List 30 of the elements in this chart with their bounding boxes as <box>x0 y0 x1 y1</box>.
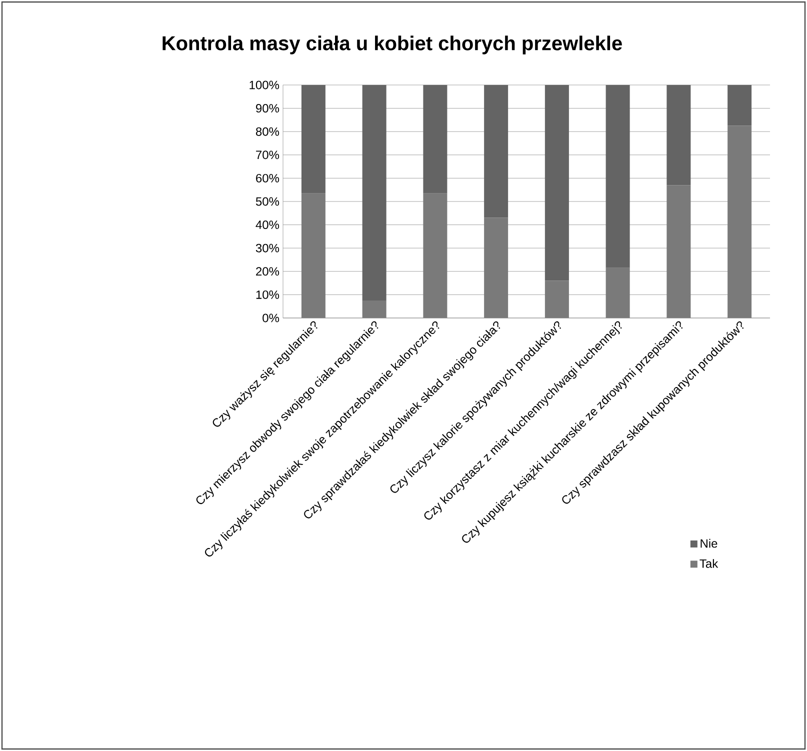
bar <box>423 193 448 318</box>
bar <box>606 268 630 318</box>
legend-label: Nie <box>700 538 718 548</box>
bar <box>301 84 326 194</box>
y-tick-label: 80% <box>256 127 280 136</box>
y-tick-label: 10% <box>256 290 280 299</box>
bar <box>362 300 386 318</box>
bar <box>728 126 752 318</box>
y-tick-label: 90% <box>256 104 280 113</box>
bar <box>544 280 569 318</box>
bar <box>423 84 448 194</box>
bar <box>484 84 508 218</box>
y-tick-label: 30% <box>256 244 280 252</box>
y-tick-label: 70% <box>256 150 280 160</box>
bar <box>666 84 691 186</box>
y-tick-label: 20% <box>256 267 280 276</box>
y-tick-label: 60% <box>256 174 280 182</box>
bar <box>728 84 752 126</box>
y-tick-label: 40% <box>256 220 280 230</box>
chart-title: Kontrola masy ciała u kobiet chorych przewlekle <box>162 36 622 54</box>
bar <box>301 193 326 318</box>
y-tick-label: 50% <box>256 197 280 206</box>
y-tick-label: 100% <box>250 80 280 90</box>
legend-label: Tak <box>700 559 718 568</box>
bar <box>484 218 508 318</box>
bar <box>544 84 569 281</box>
bar <box>362 84 386 301</box>
y-tick-label: 0% <box>262 314 280 322</box>
bar <box>606 84 630 268</box>
bar <box>666 185 691 318</box>
